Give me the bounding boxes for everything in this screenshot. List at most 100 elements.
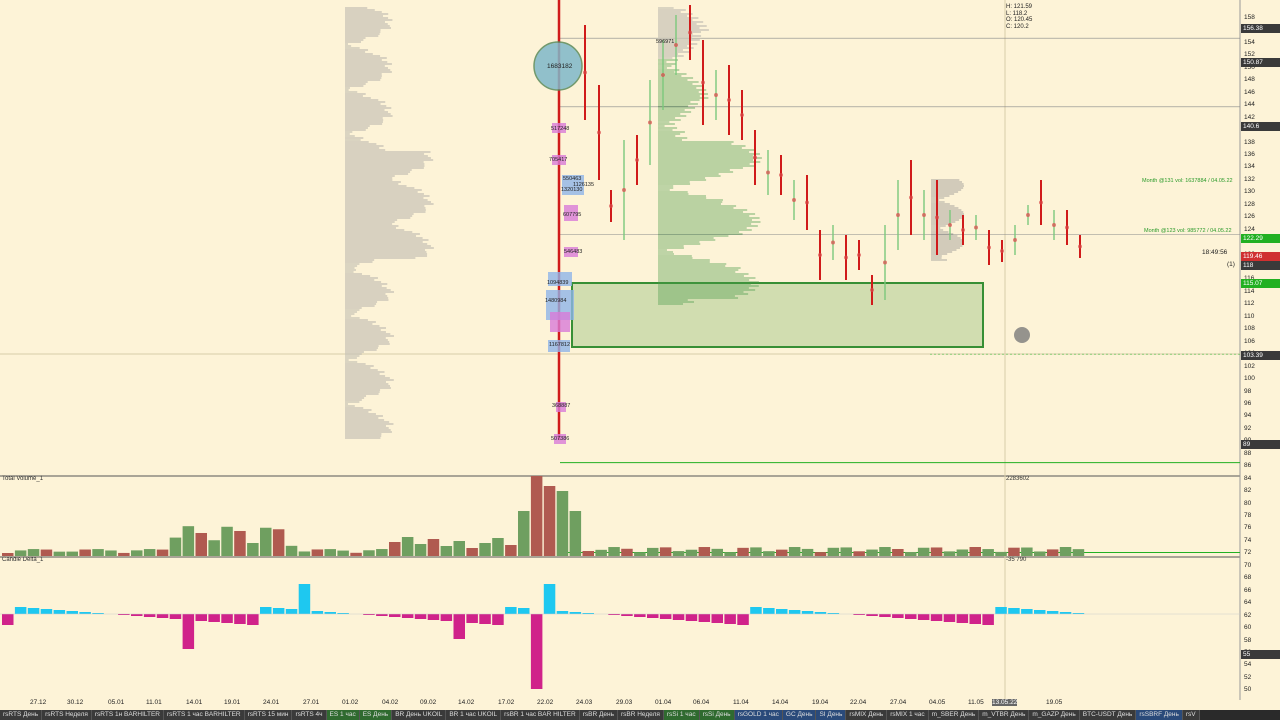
volume-bar-65	[840, 547, 852, 556]
chart-tab[interactable]: rsRTS 1н BARHILTER	[91, 710, 165, 720]
chart-tabs-bar[interactable]: rsRTS День rsRTS Неделя rsRTS 1н BARHILTER…	[0, 710, 1280, 720]
time-tick-label: 14.04	[772, 699, 789, 706]
chart-tab[interactable]: rsBR День	[579, 710, 618, 720]
chart-tab[interactable]: rsMIX 1 час	[887, 710, 929, 720]
delta-bar-48	[621, 614, 633, 616]
delta-bar-21	[272, 608, 285, 614]
candle-poc-29	[961, 228, 965, 232]
delta-bar-1	[14, 607, 27, 614]
volume-block-8	[556, 402, 566, 412]
chart-tab[interactable]: m_VTBR День	[979, 710, 1030, 720]
chart-tab[interactable]: rsRTS День	[0, 710, 43, 720]
chart-tab[interactable]: rsRTS Неделя	[42, 710, 92, 720]
volume-bar-29	[376, 549, 388, 556]
time-tick-label: 01.02	[342, 699, 359, 706]
candle-poc-26	[922, 213, 926, 217]
candle-poc-7	[674, 43, 678, 47]
price-tick-label: 98	[1244, 387, 1252, 395]
delta-bar-79	[1021, 609, 1033, 614]
price-tick-label: 94	[1244, 412, 1252, 420]
candle-poc-24	[896, 213, 900, 217]
time-tick-label: 05.01	[108, 699, 125, 706]
chart-tab[interactable]: rsV	[1182, 710, 1200, 720]
chart-tab[interactable]: ES День	[359, 710, 393, 720]
price-tick-label: 88	[1244, 449, 1252, 457]
candle-poc-35	[1039, 200, 1043, 205]
candle-poc-21	[857, 253, 861, 257]
delta-bar-15	[195, 614, 207, 621]
volume-cluster-label: 1683182	[547, 63, 573, 70]
chart-tab[interactable]: rsRTS 4ч	[292, 710, 327, 720]
volume-block-0	[548, 272, 572, 286]
candle-poc-38	[1078, 244, 1082, 249]
delta-bar-16	[208, 614, 220, 622]
delta-bar-37	[479, 614, 491, 624]
volume-bar-60	[776, 549, 788, 556]
price-tick-label: 52	[1244, 673, 1252, 681]
volume-bar-68	[879, 547, 891, 556]
price-tick-label: 106	[1244, 337, 1255, 345]
chart-tab[interactable]: BR День UKOIL	[392, 710, 447, 720]
volume-max-label: 2283602	[1006, 476, 1030, 482]
price-tick-label: 130	[1244, 188, 1255, 196]
chart-tab[interactable]: ES 1 час	[326, 710, 360, 720]
delta-panel-title: Candle Delta_1	[2, 557, 44, 563]
chart-tab[interactable]: rsRTS 15 мин	[244, 710, 293, 720]
price-tick-label: 68	[1244, 574, 1252, 582]
chart-tab[interactable]: rsBR 1 час BAR HILTER	[501, 710, 580, 720]
volume-bar-22	[285, 545, 298, 556]
time-tick-label: 19.04	[812, 699, 829, 706]
delta-bar-52	[672, 614, 685, 620]
chart-tab[interactable]: rsSi 1 час	[663, 710, 700, 720]
delta-bar-63	[814, 612, 827, 614]
time-tick-label: 13.05.22	[992, 699, 1018, 706]
chart-tab[interactable]: rsMIX День	[846, 710, 888, 720]
delta-bar-75	[969, 614, 981, 624]
level-label-131: Month @131 vol: 1637884 / 04.05.22	[1142, 178, 1233, 184]
volume-bar-53	[685, 549, 698, 556]
chart-tab[interactable]: rsBR Неделя	[617, 710, 664, 720]
candle-poc-28	[948, 223, 952, 227]
delta-bar-50	[647, 614, 659, 618]
price-tick-label: 138	[1244, 138, 1255, 146]
volume-bar-67	[866, 549, 878, 556]
chart-tab[interactable]: BR 1 час UKOIL	[446, 710, 502, 720]
time-tick-label: 14.01	[186, 699, 203, 706]
time-tick-label: 24.01	[263, 699, 280, 706]
volume-cluster-label: 1167812	[549, 342, 571, 348]
chart-tab[interactable]: rsRTS 1 час BARHILTER	[164, 710, 245, 720]
time-tick-label: 17.02	[498, 699, 515, 706]
volume-bar-0	[2, 553, 14, 556]
time-tick-label: 01.04	[655, 699, 672, 706]
candle-poc-20	[844, 255, 848, 260]
candle-poc-27	[935, 215, 939, 220]
price-tick-label: 58	[1244, 636, 1252, 644]
chart-tab[interactable]: rsSi День	[699, 710, 735, 720]
ohlc-high: H: 121.59	[1006, 4, 1033, 10]
candle-poc-12	[740, 113, 744, 117]
volume-bar-50	[647, 547, 659, 556]
delta-bar-19	[247, 614, 259, 625]
volume-bar-9	[118, 552, 130, 556]
chart-tab[interactable]: GC День	[782, 710, 817, 720]
price-marker-label: 115.07	[1241, 279, 1280, 288]
chart-tab[interactable]: m_GAZP День	[1029, 710, 1080, 720]
price-tick-label: 62	[1244, 611, 1252, 619]
price-tick-label: 54	[1244, 661, 1252, 669]
volume-bar-59	[763, 551, 775, 556]
delta-bar-17	[221, 614, 233, 623]
chart-tab[interactable]: SI День	[816, 710, 847, 720]
volume-bar-15	[195, 532, 207, 556]
volume-bar-64	[827, 547, 840, 556]
chart-tab[interactable]: BTC-USDT День	[1079, 710, 1137, 720]
ohlc-open: O: 120.45	[1006, 17, 1033, 23]
candle-poc-32	[1000, 249, 1004, 253]
volume-bar-51	[659, 547, 672, 556]
chart-tab[interactable]: rsSBRF День	[1136, 710, 1183, 720]
delta-bar-3	[40, 609, 53, 614]
chart-tab[interactable]: m_SBER День	[928, 710, 980, 720]
delta-bar-83	[1072, 613, 1085, 614]
price-tick-label: 100	[1244, 375, 1255, 383]
chart-tab[interactable]: rsGOLD 1 час	[734, 710, 783, 720]
